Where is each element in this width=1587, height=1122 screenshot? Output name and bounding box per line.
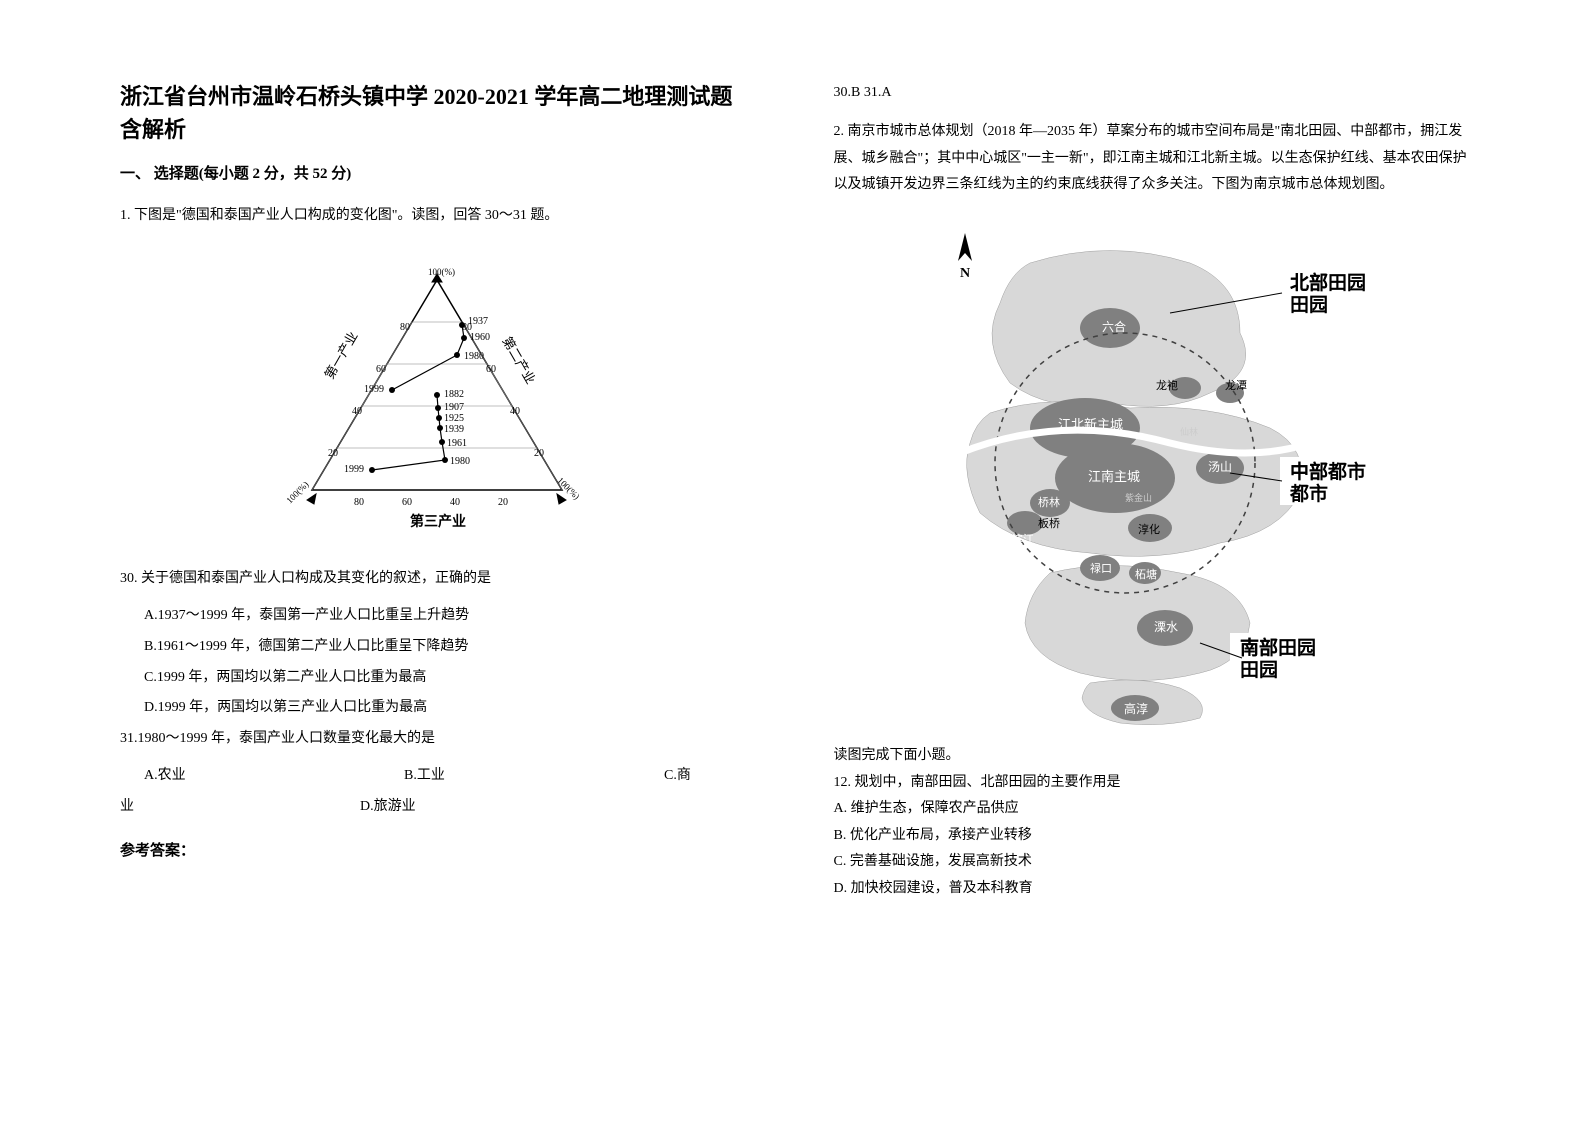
q31-option-b: B.工业 [404,761,664,792]
q12-option-c: C. 完善基础设施，发展高新技术 [834,849,1468,876]
q31-stem: 31.1980～1999 年，泰国产业人口数量变化最大的是 [120,724,754,755]
triangle-chart-svg: 20 40 60 80 80 60 40 20 80 60 40 20 [272,260,602,540]
map-label: 禄口 [1090,561,1112,575]
q30-option-b: B.1961～1999 年，德国第二产业人口比重呈下降趋势 [120,632,754,663]
left-column: 浙江省台州市温岭石桥头镇中学 2020-2021 学年高二地理测试题含解析 一、… [100,80,794,1082]
point-label: 1980 [464,351,484,362]
nanjing-map-svg: N [910,213,1390,733]
map-label: 溧水 [1154,620,1178,634]
q30-option-a: A.1937～1999 年，泰国第一产业人口比重呈上升趋势 [120,601,754,632]
map-label: 滨江 [1012,532,1034,546]
axis-label-3: 第三产业 [410,513,466,530]
map-label: 高淳 [1124,701,1148,716]
section-header: 一、 选择题(每小题 2 分，共 52 分) [120,162,754,183]
q1-stem: 1. 下图是"德国和泰国产业人口构成的变化图"。读图，回答 30～31 题。 [120,203,754,228]
tick-label: 80 [354,497,364,508]
q30-stem: 30. 关于德国和泰国产业人口构成及其变化的叙述，正确的是 [120,564,754,595]
q1-figure: 20 40 60 80 80 60 40 20 80 60 40 20 [120,260,754,540]
axis-label-1: 第一产业 [321,329,360,382]
point-label: 1999 [344,464,364,475]
tick-label: 20 [534,448,544,459]
region-label-south: 南部田园 [1240,636,1278,681]
q30-option-d: D.1999 年，两国均以第三产业人口比重为最高 [120,693,754,724]
map-label: 江南主城 [1088,469,1140,484]
point-label: 1960 [470,332,490,343]
q31-option-c-cont: 业 [120,792,360,823]
point-label: 1999 [364,384,384,395]
tick-label: 40 [510,406,520,417]
q30-option-c: C.1999 年，两国均以第二产业人口比重为最高 [120,663,754,694]
region-label-north: 北部田园 [1290,271,1328,316]
svg-text:N: N [960,266,970,281]
map-label: 桥林 [1038,495,1060,509]
tick-label: 60 [402,497,412,508]
point-label: 1907 [444,402,464,413]
tick-label: 20 [498,497,508,508]
map-small-label: 仙林 [1180,426,1198,437]
point-label: 1961 [447,438,467,449]
map-label: 龙袍 [1156,378,1178,392]
tick-label: 20 [328,448,338,459]
answer-line: 30.B 31.A [834,80,1468,105]
tick-label: 60 [376,364,386,375]
q2-map: N [834,213,1468,733]
map-label: 江北新主城 [1058,417,1123,432]
page-title: 浙江省台州市温岭石桥头镇中学 2020-2021 学年高二地理测试题含解析 [120,80,754,146]
q31-options-row2: 业 D.旅游业 [120,792,754,823]
q31-option-a: A.农业 [144,761,404,792]
tick-label: 40 [352,406,362,417]
q12-option-a: A. 维护生态，保障农产品供应 [834,796,1468,823]
q31-option-c: C.商 [664,761,724,792]
corner-label: 100(%) [284,479,310,505]
tick-label: 40 [450,497,460,508]
tick-label: 80 [400,322,410,333]
q2-read-line: 读图完成下面小题。 [834,743,1468,770]
tick-label: 60 [486,364,496,375]
q12-option-b: B. 优化产业布局，承接产业转移 [834,823,1468,850]
q12-stem: 12. 规划中，南部田园、北部田园的主要作用是 [834,770,1468,797]
point-label: 1939 [444,424,464,435]
q12-option-d: D. 加快校园建设，普及本科教育 [834,876,1468,903]
point-label: 1925 [444,413,464,424]
region-label-mid: 中部都市 [1289,460,1328,505]
answer-header: 参考答案： [120,839,754,860]
q31-options-row1: A.农业 B.工业 C.商 [120,761,754,792]
axis-label-2: 第二产业 [499,334,538,387]
map-label: 板桥 [1038,516,1060,530]
map-label: 柘塘 [1135,567,1157,581]
map-label: 汤山 [1208,460,1232,474]
map-label: 淳化 [1138,522,1160,536]
map-small-label: 紫金山 [1125,492,1152,503]
map-label: 龙潭 [1225,379,1247,392]
q31-option-d: D.旅游业 [360,792,416,823]
q2-stem: 2. 南京市城市总体规划（2018 年—2035 年）草案分布的城市空间布局是"… [834,119,1468,199]
right-column: 30.B 31.A 2. 南京市城市总体规划（2018 年—2035 年）草案分… [794,80,1488,1082]
corner-label: 100(%) [428,267,455,277]
map-label: 六合 [1102,319,1126,334]
point-label: 1882 [444,389,464,400]
point-label: 1980 [450,456,470,467]
point-label: 1937 [468,316,488,327]
